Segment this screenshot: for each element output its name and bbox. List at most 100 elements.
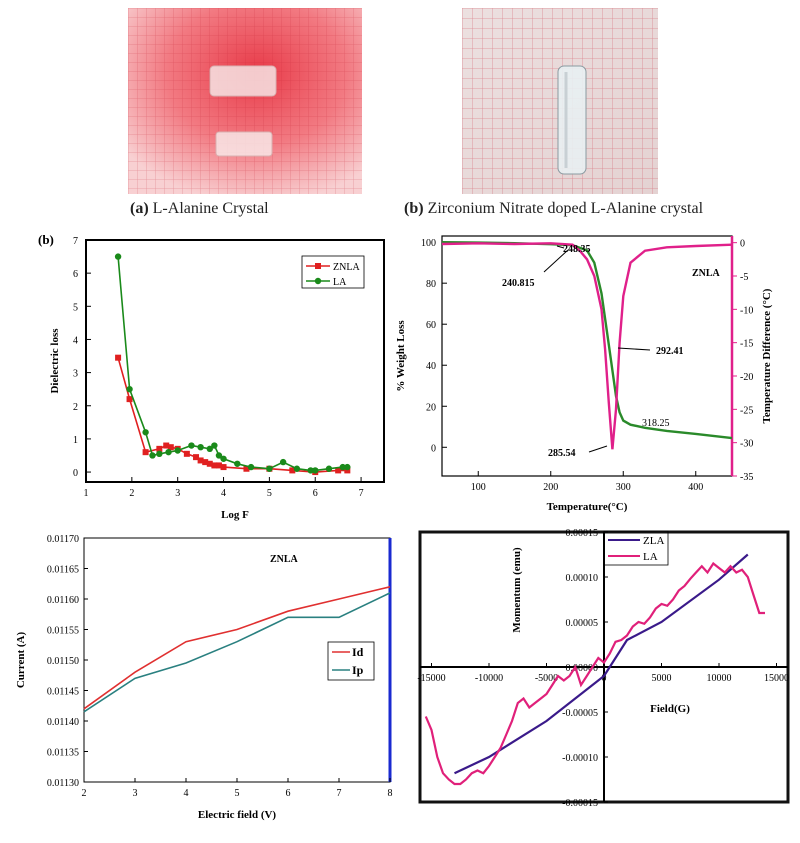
momentum-field-svg: -15000 -10000 -5000 0 5000 10000 15000 0.00015 0… <box>417 528 790 809</box>
annotation-arrow <box>556 245 565 249</box>
tg-dta-chart: 100 200 300 400 0 20 40 60 80 100 0 -5 -10 -15 -20 -25 -… <box>392 228 800 528</box>
x-tick-label: 10000 <box>707 673 732 684</box>
y2-axis-label: Temperature Difference (°C) <box>761 288 773 423</box>
series-line-zla <box>454 553 749 775</box>
data-point-znla <box>335 467 342 474</box>
data-point-la <box>174 447 181 454</box>
annotation-240: 240.815 <box>502 278 535 289</box>
y-tick-label: 0.00015 <box>566 528 599 539</box>
panel-tag: (b) <box>38 232 54 247</box>
data-point-la <box>339 463 346 471</box>
x-axis-label: Field(G) <box>650 703 690 715</box>
y-tick-label: 0.01165 <box>47 565 79 576</box>
x-tick-label: 400 <box>688 482 703 493</box>
data-point-znla <box>126 396 133 403</box>
data-point-la <box>165 448 172 456</box>
data-point-znla <box>220 464 227 471</box>
data-point-znla <box>193 454 200 461</box>
x-tick-label: -10000 <box>475 673 503 684</box>
y-tick-label: 0.01150 <box>47 656 79 667</box>
x-axis-label: Electric field (V) <box>198 809 277 821</box>
x-tick-label: 5 <box>267 488 272 499</box>
series-line-ip <box>83 592 391 713</box>
y-axis-label: Dielectric loss <box>49 328 61 394</box>
data-point-znla <box>197 457 204 464</box>
annotation-arrow <box>588 445 608 453</box>
crystal-rod <box>557 65 587 175</box>
photo-a-caption-text: L-Alanine Crystal <box>152 200 269 217</box>
y-tick-label: -0.00005 <box>562 708 598 719</box>
data-point-la <box>126 385 133 393</box>
data-point-znla <box>142 449 149 456</box>
plot-frame <box>441 235 733 477</box>
plot-frame <box>85 239 385 483</box>
x-tick-label: 5 <box>235 788 240 799</box>
legend-label-zla: ZLA <box>643 535 664 547</box>
current-field-chart: 2 3 4 5 6 7 8 0.01130 0.01135 0.01140 0.01145 0.011… <box>0 528 400 838</box>
y2-tick-label: -5 <box>740 272 748 283</box>
legend-label-id: Id <box>352 645 364 659</box>
data-point-la <box>312 467 319 474</box>
data-point-znla <box>202 459 209 466</box>
x-tick-label: -5000 <box>535 673 558 684</box>
y2-tick-label: -35 <box>740 472 753 483</box>
data-point-znla <box>243 465 250 472</box>
y-tick-label: -0.00010 <box>562 753 598 764</box>
y-tick-label: 0.01160 <box>47 595 79 606</box>
y-tick-label: 0.01145 <box>47 687 79 698</box>
x-tick-label: 7 <box>359 488 364 499</box>
legend-label-la: LA <box>643 551 658 563</box>
y-tick-label: 0.01130 <box>47 778 79 789</box>
y-axis-label: Momentum (emu) <box>511 547 523 633</box>
y-tick-label: 7 <box>73 236 78 247</box>
legend-box <box>603 530 669 566</box>
x-tick-label: 3 <box>175 488 180 499</box>
current-field-svg: 2 3 4 5 6 7 8 0.01130 0.01135 0.01140 0.01145 0.011… <box>15 534 393 821</box>
data-point-la <box>188 442 195 449</box>
series-line-id <box>83 586 391 710</box>
data-point-la <box>325 465 333 472</box>
photo-a-tag: (a) <box>130 200 149 217</box>
annotation-arrow <box>617 347 651 351</box>
y-tick-label: -0.00015 <box>562 798 598 809</box>
annotation-label: ZNLA <box>270 554 299 565</box>
data-point-la <box>247 463 255 471</box>
y-tick-label: 6 <box>73 269 78 280</box>
x-tick-label: 2 <box>129 488 134 499</box>
y2-tick-label: 0 <box>740 239 745 250</box>
data-point-znla <box>211 462 218 469</box>
y-tick-label: 1 <box>73 435 78 446</box>
plot-frame <box>83 537 391 783</box>
x-tick-label: 300 <box>616 482 631 493</box>
y-tick-label: 60 <box>426 320 436 331</box>
y-axis-label: Current (A) <box>15 632 27 689</box>
momentum-field-chart: -15000 -10000 -5000 0 5000 10000 15000 0.00015 0… <box>408 528 800 838</box>
x-tick-label: -15000 <box>417 673 445 684</box>
y-tick-label: 0.01135 <box>47 748 79 759</box>
y2-tick-label: -10 <box>740 305 753 316</box>
y-tick-label: 0.00000 <box>566 663 599 674</box>
tg-dta-svg: 100 200 300 400 0 20 40 60 80 100 0 -5 -10 -15 -20 -25 -… <box>395 235 773 513</box>
legend-label-la: LA <box>333 277 347 288</box>
x-tick-label: 7 <box>337 788 342 799</box>
y-tick-label: 5 <box>73 302 78 313</box>
x-tick-label: 2 <box>82 788 87 799</box>
annotation-292: 292.41 <box>656 346 684 357</box>
legend-label-ip: Ip <box>352 663 364 677</box>
data-point-la <box>142 429 149 436</box>
data-point-znla <box>215 462 222 469</box>
y2-tick-label: -15 <box>740 339 753 350</box>
y-tick-label: 0.00010 <box>566 573 599 584</box>
series-line-la <box>424 561 765 786</box>
data-point-la <box>114 253 122 260</box>
dielectric-loss-chart: (b) 1 2 3 4 5 6 7 0 1 2 3 4 5 6 7 Log F Dielectric loss ZN… <box>0 228 400 528</box>
crystal-top-piece <box>209 65 277 97</box>
data-point-la <box>279 458 287 466</box>
photo-b-tag: (b) <box>404 200 424 217</box>
data-point-la <box>220 455 227 462</box>
x-tick-label: 200 <box>543 482 558 493</box>
photo-b-image <box>462 8 658 194</box>
legend-box <box>327 641 375 681</box>
photo-a-caption: (a) L-Alanine Crystal <box>130 200 269 218</box>
